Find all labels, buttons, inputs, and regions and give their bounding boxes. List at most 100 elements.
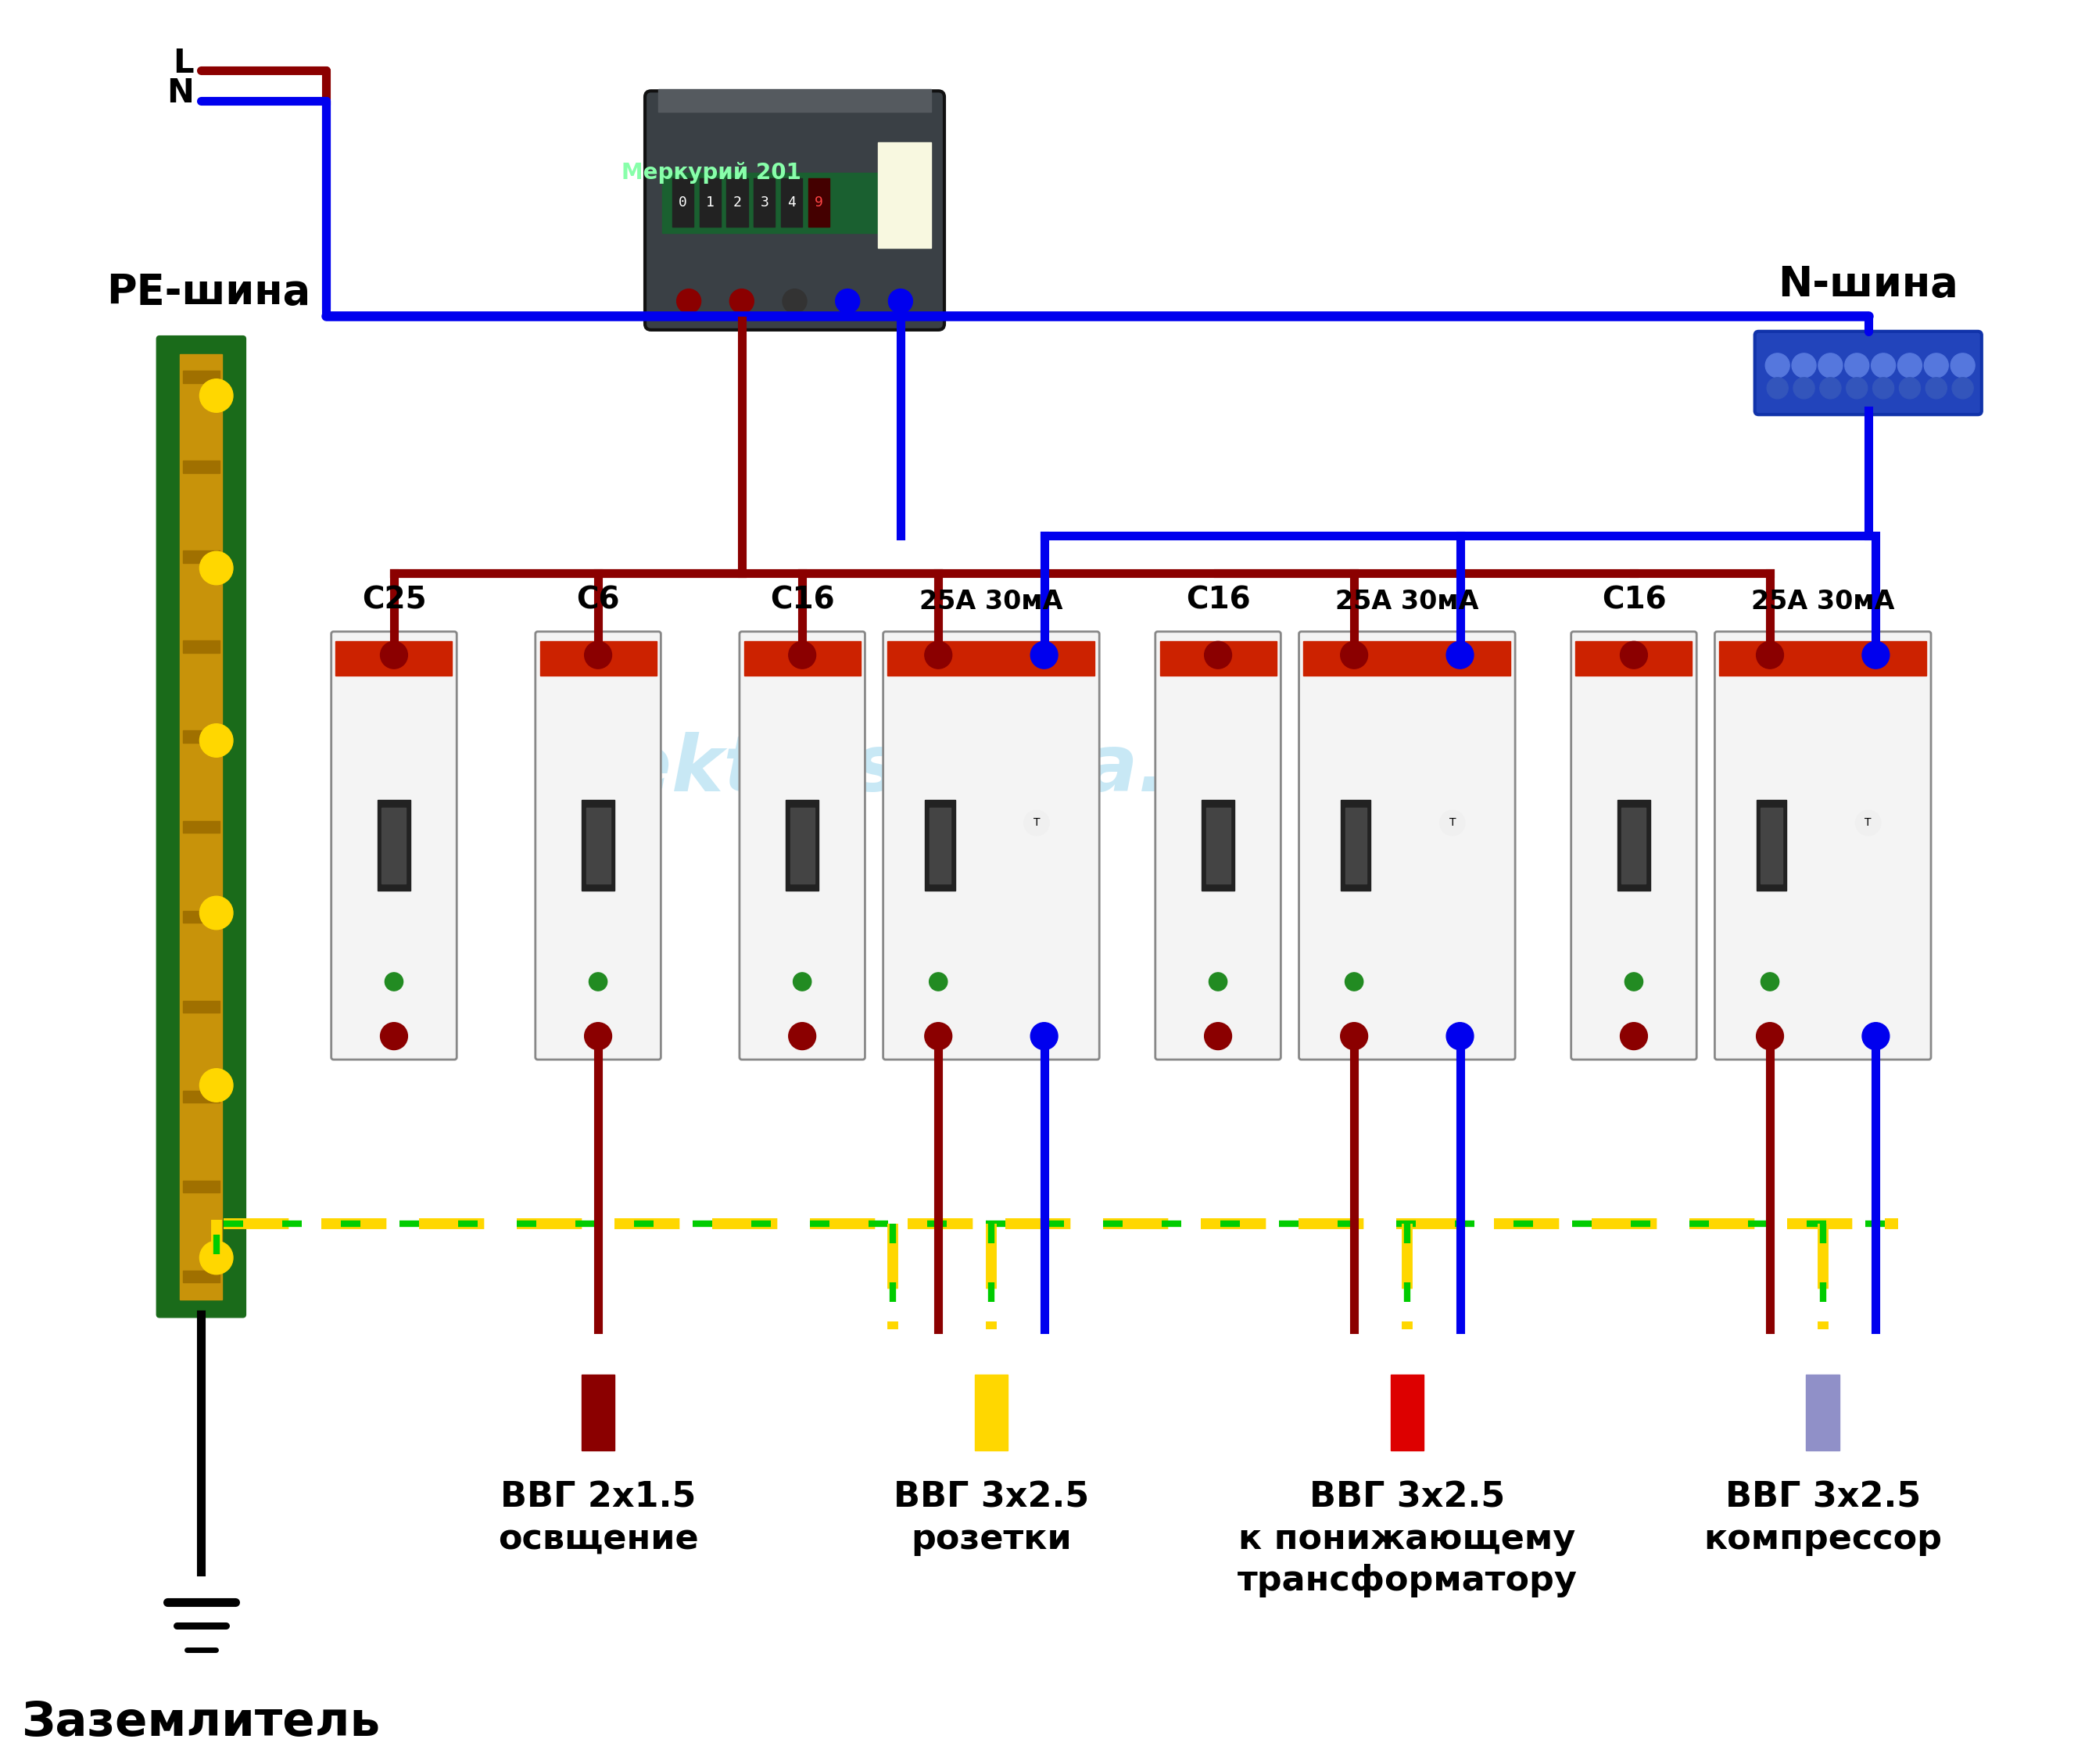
Text: 9: 9 xyxy=(814,196,822,210)
Text: 25А 30мА: 25А 30мА xyxy=(1335,589,1479,616)
Text: 25А 30мА: 25А 30мА xyxy=(920,589,1063,616)
Circle shape xyxy=(793,972,812,991)
FancyBboxPatch shape xyxy=(1755,332,1981,415)
Bar xyxy=(582,801,615,891)
Bar xyxy=(1205,808,1230,884)
Text: ВВГ 2х1.5
освщение: ВВГ 2х1.5 освщение xyxy=(498,1480,699,1556)
Circle shape xyxy=(1439,811,1464,834)
Circle shape xyxy=(1952,377,1973,399)
Bar xyxy=(1621,808,1646,884)
Bar xyxy=(1575,642,1692,676)
Bar xyxy=(1159,642,1276,676)
Text: N-шина: N-шина xyxy=(1778,265,1958,305)
Text: С16: С16 xyxy=(770,586,835,616)
FancyBboxPatch shape xyxy=(1571,632,1697,1060)
Bar xyxy=(925,801,954,891)
Bar xyxy=(780,178,801,228)
Text: ВВГ 3х2.5
розетки: ВВГ 3х2.5 розетки xyxy=(893,1480,1090,1556)
Bar xyxy=(182,910,220,923)
Circle shape xyxy=(1862,642,1889,669)
Bar xyxy=(808,178,828,228)
Bar xyxy=(791,808,814,884)
Circle shape xyxy=(381,1023,408,1050)
Bar xyxy=(1201,801,1234,891)
Circle shape xyxy=(381,642,408,669)
Bar xyxy=(1341,801,1370,891)
Bar xyxy=(929,808,950,884)
Bar xyxy=(1391,1374,1425,1450)
FancyBboxPatch shape xyxy=(738,632,864,1060)
Bar xyxy=(659,90,931,113)
Circle shape xyxy=(1209,972,1228,991)
Text: T: T xyxy=(1033,817,1040,829)
Circle shape xyxy=(1205,642,1232,669)
Circle shape xyxy=(1757,1023,1784,1050)
Circle shape xyxy=(1818,353,1843,377)
Text: 1: 1 xyxy=(705,196,713,210)
Circle shape xyxy=(584,642,611,669)
Text: L: L xyxy=(174,46,195,79)
Circle shape xyxy=(1766,353,1789,377)
FancyBboxPatch shape xyxy=(1299,632,1515,1060)
FancyBboxPatch shape xyxy=(883,632,1098,1060)
Bar xyxy=(699,178,720,228)
Bar xyxy=(1757,801,1787,891)
Circle shape xyxy=(789,642,816,669)
Circle shape xyxy=(1950,353,1975,377)
FancyBboxPatch shape xyxy=(157,335,245,1318)
Text: С16: С16 xyxy=(1602,586,1665,616)
Bar xyxy=(663,173,889,233)
Text: РЕ-шина: РЕ-шина xyxy=(107,272,312,312)
Circle shape xyxy=(1205,1023,1232,1050)
Bar xyxy=(753,178,774,228)
Circle shape xyxy=(1446,642,1473,669)
Circle shape xyxy=(385,972,404,991)
Circle shape xyxy=(1847,377,1868,399)
Circle shape xyxy=(925,642,952,669)
Circle shape xyxy=(835,289,860,314)
Bar xyxy=(377,801,410,891)
Circle shape xyxy=(1031,642,1059,669)
Circle shape xyxy=(1897,353,1923,377)
Circle shape xyxy=(1793,377,1814,399)
Circle shape xyxy=(889,289,912,314)
Circle shape xyxy=(1845,353,1868,377)
Circle shape xyxy=(590,972,607,991)
Circle shape xyxy=(1900,377,1920,399)
Text: 2: 2 xyxy=(732,196,741,210)
Circle shape xyxy=(1341,1023,1368,1050)
Bar xyxy=(182,820,220,833)
Bar xyxy=(383,808,406,884)
Bar xyxy=(182,730,220,743)
Bar xyxy=(182,1270,220,1282)
Circle shape xyxy=(199,379,232,413)
Bar xyxy=(1805,1374,1839,1450)
Text: ВВГ 3х2.5
компрессор: ВВГ 3х2.5 компрессор xyxy=(1703,1480,1941,1556)
Bar xyxy=(586,808,611,884)
Bar xyxy=(1720,642,1927,676)
FancyBboxPatch shape xyxy=(1155,632,1280,1060)
Circle shape xyxy=(1757,642,1784,669)
Bar xyxy=(540,642,657,676)
FancyBboxPatch shape xyxy=(644,92,943,330)
Circle shape xyxy=(730,289,753,314)
Bar xyxy=(787,801,818,891)
FancyBboxPatch shape xyxy=(536,632,661,1060)
Bar xyxy=(180,355,222,1300)
Bar xyxy=(182,550,220,563)
Circle shape xyxy=(1031,1023,1059,1050)
Text: С6: С6 xyxy=(577,586,619,616)
Circle shape xyxy=(1761,972,1778,991)
Circle shape xyxy=(1619,642,1648,669)
Text: Заземлитель: Заземлитель xyxy=(21,1700,381,1746)
Circle shape xyxy=(584,1023,611,1050)
Bar xyxy=(1303,642,1510,676)
Text: T: T xyxy=(1864,817,1872,829)
Bar xyxy=(1617,801,1651,891)
Text: elektroshkola.ru: elektroshkola.ru xyxy=(540,732,1261,808)
Text: Меркурий 201: Меркурий 201 xyxy=(621,162,801,183)
Circle shape xyxy=(1862,1023,1889,1050)
Circle shape xyxy=(199,552,232,584)
Bar xyxy=(182,1000,220,1013)
Circle shape xyxy=(1025,811,1048,834)
